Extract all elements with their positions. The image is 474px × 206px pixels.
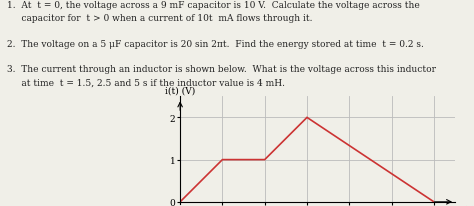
Text: t (s): t (s) [457,205,474,206]
Text: 1.  At  t = 0, the voltage across a 9 mF capacitor is 10 V.  Calculate the volta: 1. At t = 0, the voltage across a 9 mF c… [7,1,436,87]
Text: i(t) (V): i(t) (V) [165,86,196,95]
